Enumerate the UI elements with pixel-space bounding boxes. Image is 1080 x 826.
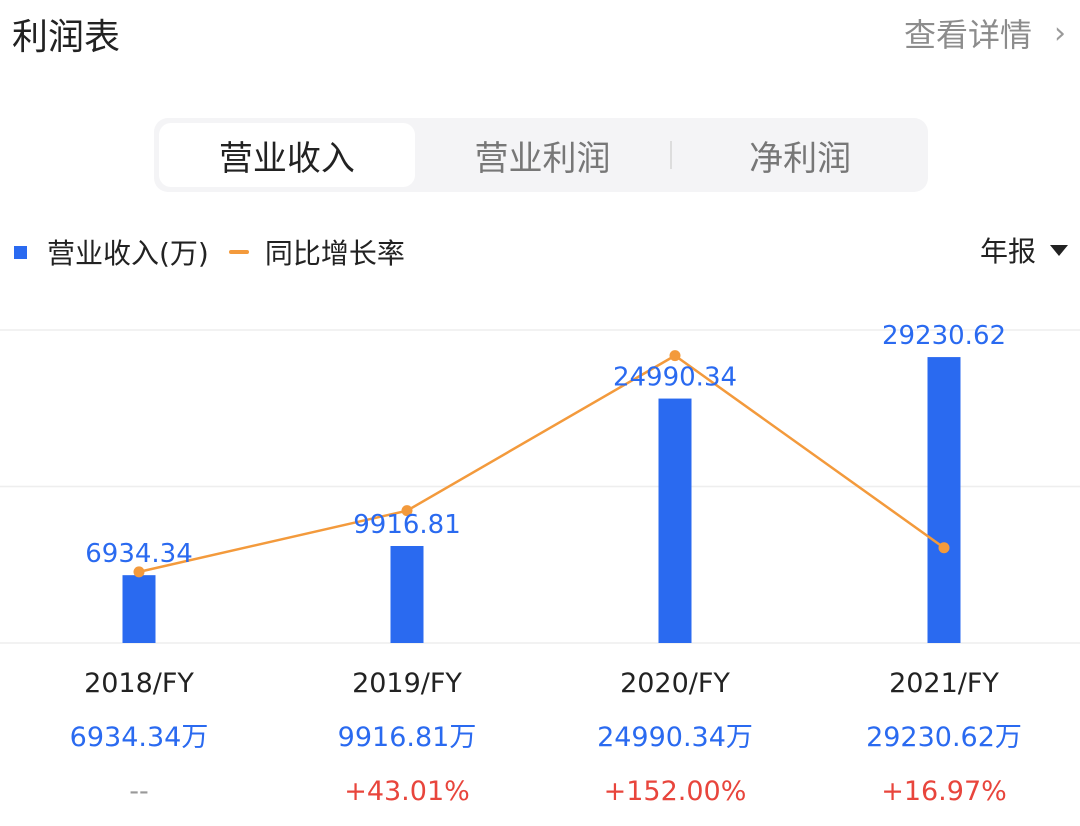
legend-bar-label: 营业收入(万) — [47, 237, 209, 270]
header: 利润表 查看详情 › — [0, 0, 1080, 70]
bar[interactable] — [658, 398, 692, 643]
growth-line — [133, 350, 950, 578]
growth-rate-value: +152.00% — [604, 776, 747, 807]
page-title: 利润表 — [12, 17, 121, 58]
tab-divider — [670, 141, 673, 169]
chevron-right-icon: › — [1054, 15, 1066, 51]
period-selector[interactable]: 年报 — [980, 230, 1068, 270]
growth-point[interactable] — [133, 566, 145, 578]
tab-label: 净利润 — [749, 138, 852, 179]
x-tick-label: 2020/FY — [620, 668, 730, 699]
chart-grid — [0, 329, 1080, 644]
view-detail-link[interactable]: 查看详情 › — [904, 10, 1066, 56]
tab-net-profit[interactable]: 净利润 — [672, 123, 928, 187]
view-detail-label: 查看详情 — [903, 16, 1032, 54]
tab-operating-revenue[interactable]: 营业收入 — [159, 123, 415, 187]
chart-labels: 6934.34 9916.81 24990.34 29230.62 2018/FY 693… — [70, 321, 1022, 807]
bar[interactable] — [122, 575, 156, 643]
growth-rate-value: -- — [129, 776, 149, 807]
tab-label: 营业收入 — [218, 138, 355, 179]
legend-line-marker — [228, 250, 249, 254]
revenue-value: 29230.62万 — [866, 722, 1022, 753]
bar[interactable] — [390, 546, 424, 643]
x-tick-label: 2018/FY — [84, 668, 194, 699]
chart-bars — [122, 357, 961, 643]
bar-value-label: 9916.81 — [353, 510, 461, 540]
bar-value-label: 29230.62 — [882, 321, 1006, 351]
bar-value-label: 6934.34 — [85, 539, 193, 569]
x-tick-label: 2019/FY — [352, 668, 462, 699]
caret-down-icon — [1050, 244, 1068, 256]
tab-operating-profit[interactable]: 营业利润 — [415, 123, 671, 187]
chart-legend: 营业收入(万) 同比增长率 — [14, 232, 405, 272]
legend-line-label: 同比增长率 — [264, 237, 405, 270]
tab-label: 营业利润 — [474, 138, 611, 179]
growth-point[interactable] — [938, 542, 950, 554]
bar-value-label: 24990.34 — [613, 363, 737, 393]
revenue-value: 9916.81万 — [338, 722, 477, 753]
revenue-value: 6934.34万 — [70, 722, 209, 753]
x-tick-label: 2021/FY — [889, 668, 999, 699]
metric-tabs: 营业收入 营业利润 净利润 — [154, 118, 928, 192]
growth-rate-value: +16.97% — [881, 776, 1007, 807]
growth-line-path — [138, 354, 945, 574]
period-label: 年报 — [979, 235, 1036, 268]
growth-point[interactable] — [401, 505, 413, 517]
revenue-value: 24990.34万 — [597, 722, 753, 753]
growth-point[interactable] — [669, 350, 681, 362]
growth-rate-value: +43.01% — [344, 776, 470, 807]
legend-bar-marker — [14, 245, 27, 259]
bar[interactable] — [927, 357, 961, 643]
